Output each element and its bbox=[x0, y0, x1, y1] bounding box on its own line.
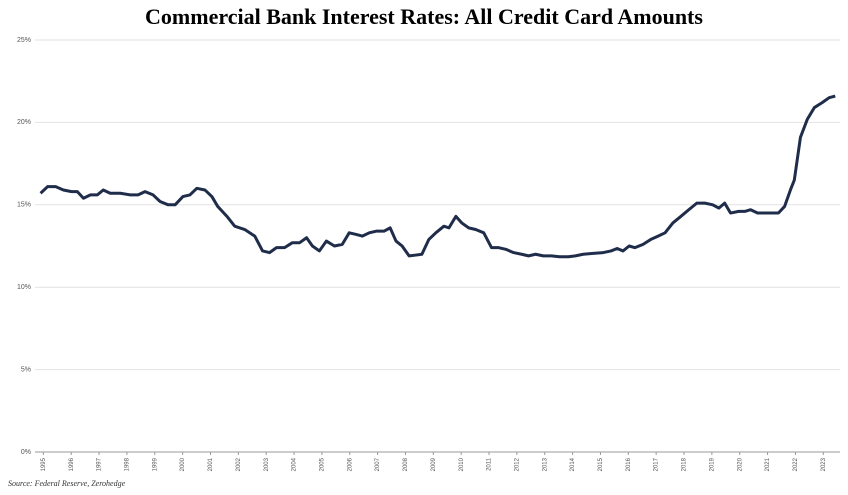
y-tick-label: 25% bbox=[17, 37, 31, 44]
source-note: Source: Federal Reserve, Zerohedge bbox=[8, 479, 126, 488]
x-tick-label: 2016 bbox=[626, 457, 632, 471]
y-tick-label: 0% bbox=[21, 449, 31, 456]
x-tick-label: 2005 bbox=[319, 457, 325, 471]
x-tick-label: 2023 bbox=[821, 457, 827, 471]
x-tick-label: 1999 bbox=[152, 457, 158, 471]
x-tick-label: 2014 bbox=[570, 457, 576, 471]
x-tick-label: 2007 bbox=[375, 457, 381, 471]
y-tick-label: 15% bbox=[17, 202, 31, 209]
x-tick-label: 1998 bbox=[124, 457, 130, 471]
chart-title: Commercial Bank Interest Rates: All Cred… bbox=[145, 4, 703, 29]
x-tick-label: 2012 bbox=[514, 457, 520, 471]
x-tick-label: 2011 bbox=[487, 457, 493, 471]
x-tick-label: 2010 bbox=[459, 457, 465, 471]
x-tick-label: 1995 bbox=[41, 457, 47, 471]
x-tick-label: 2003 bbox=[264, 457, 270, 471]
x-tick-label: 2019 bbox=[709, 457, 715, 471]
data-line bbox=[39, 94, 836, 259]
y-tick-label: 20% bbox=[17, 119, 31, 126]
x-tick-label: 2008 bbox=[403, 457, 409, 471]
x-tick-label: 2020 bbox=[737, 457, 743, 471]
x-tick-label: 2018 bbox=[682, 457, 688, 471]
x-tick-label: 2013 bbox=[542, 457, 548, 471]
x-tick-label: 2015 bbox=[598, 457, 604, 471]
x-tick-label: 2002 bbox=[236, 457, 242, 471]
x-tick-label: 2000 bbox=[180, 457, 186, 471]
x-tick-label: 2004 bbox=[292, 457, 298, 471]
x-tick-label: 2006 bbox=[347, 457, 353, 471]
x-tick-label: 2021 bbox=[765, 457, 771, 471]
x-tick-label: 2001 bbox=[208, 457, 214, 471]
x-tick-label: 1997 bbox=[97, 457, 103, 471]
y-tick-label: 5% bbox=[21, 366, 31, 373]
x-tick-label: 1996 bbox=[69, 457, 75, 471]
x-tick-label: 2009 bbox=[431, 457, 437, 471]
y-tick-label: 10% bbox=[17, 284, 31, 291]
x-tick-label: 2022 bbox=[793, 457, 799, 471]
x-tick-label: 2017 bbox=[654, 457, 660, 471]
